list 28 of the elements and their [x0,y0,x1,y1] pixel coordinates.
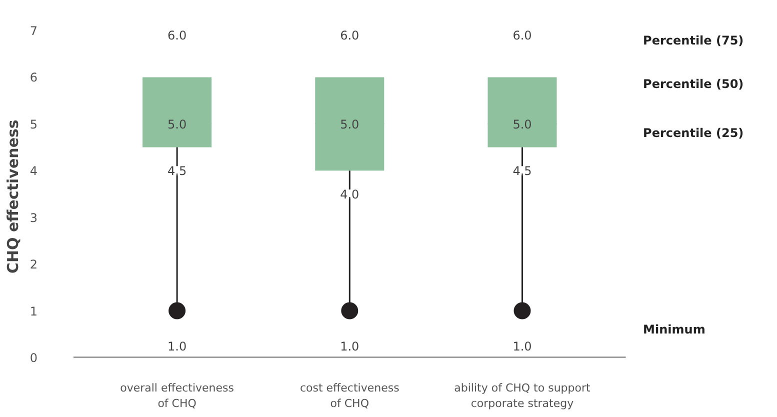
annotation: 4.5 [168,164,187,178]
annotation: 6.0 [168,28,187,43]
text: Percentile (75) [643,33,744,48]
x-tick-label: cost effectiveness of CHQ [300,382,400,410]
y-tick-label: 1 [30,304,38,318]
annotation: 4.0 [340,188,360,202]
x-tick-label: ability of CHQ to support corporate strategy [454,382,592,410]
annotation: 1.0 [512,339,532,354]
annotation: 5.0 [168,117,187,132]
y-tick-label: 7 [30,24,38,38]
y-tick-label: 3 [30,210,38,225]
annotation: 6.0 [512,28,532,43]
y-tick-label: 6 [30,70,38,85]
x-tick-label: overall effectiveness of CHQ [120,382,234,410]
annotation: 1.0 [340,339,360,354]
y-tick-label: 4 [30,164,38,178]
annotation: 5.0 [340,117,360,132]
y-tick-label: 5 [30,117,38,132]
annotation: 6.0 [340,28,360,43]
annotation: 4.5 [512,164,532,178]
text: Percentile (50) [643,76,744,91]
annotation: 5.0 [512,117,532,132]
text: Percentile (25) [643,126,744,140]
annotation: 1.0 [168,339,187,354]
y-tick-label: 0 [30,351,38,365]
text: Minimum [643,322,706,336]
y-tick-label: 2 [30,258,38,272]
y-axis-title: CHQ effectiveness [4,120,22,274]
